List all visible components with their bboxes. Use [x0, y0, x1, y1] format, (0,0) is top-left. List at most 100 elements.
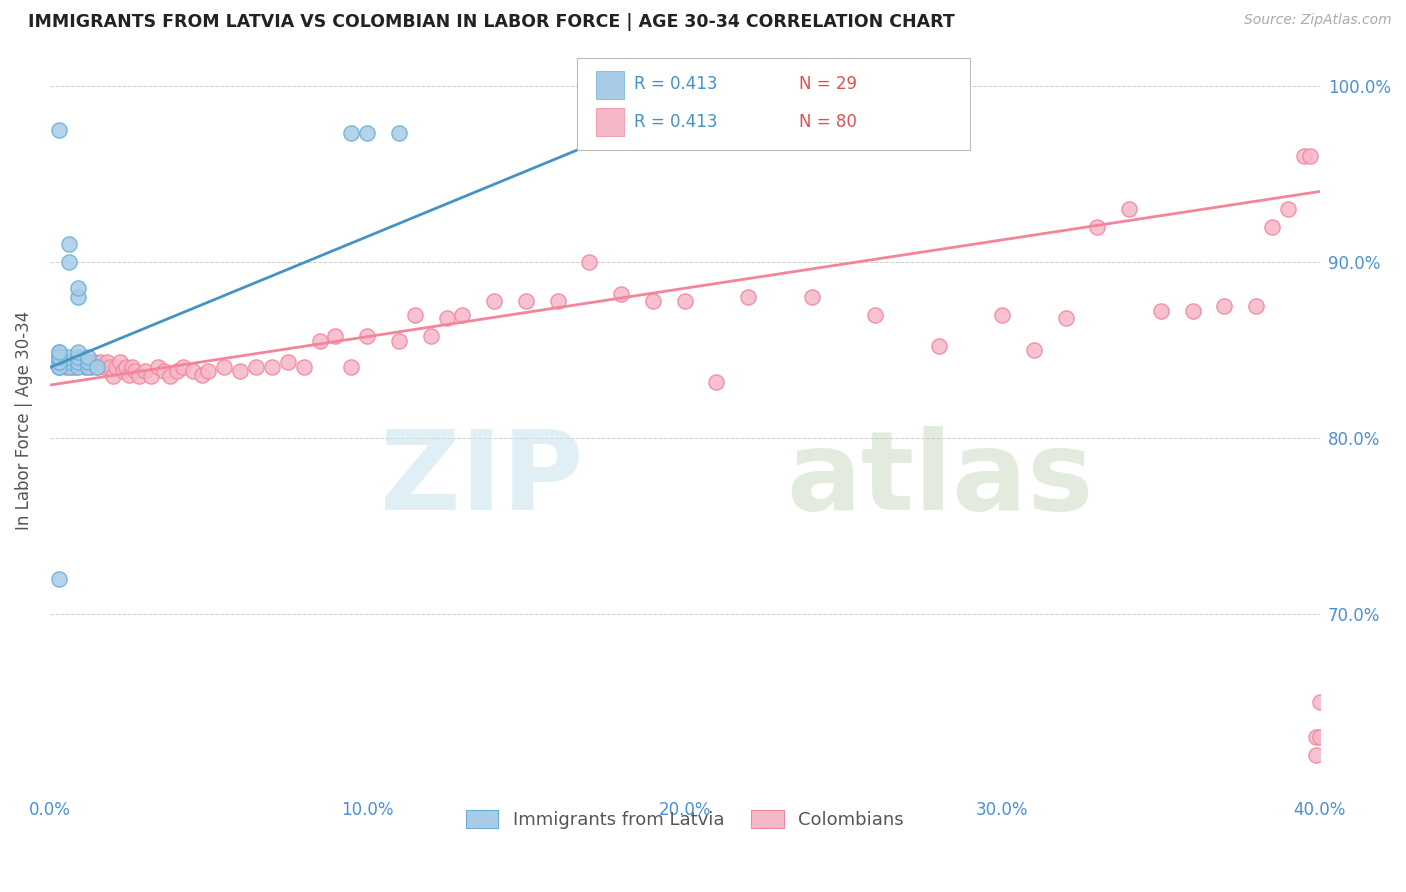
Point — [67, 290, 90, 304]
Point — [292, 360, 315, 375]
Point — [108, 355, 131, 369]
Text: ZIP: ZIP — [380, 426, 583, 533]
Point — [153, 364, 176, 378]
FancyBboxPatch shape — [596, 108, 624, 136]
Point — [115, 360, 138, 375]
Point — [67, 355, 90, 369]
Point — [48, 360, 70, 375]
Point — [991, 308, 1014, 322]
Point — [172, 360, 194, 375]
Point — [159, 369, 181, 384]
Point — [388, 334, 411, 348]
Point — [1305, 730, 1327, 744]
Point — [128, 369, 150, 384]
Point — [451, 308, 474, 322]
Point — [673, 293, 696, 308]
Point — [436, 311, 458, 326]
Point — [1277, 202, 1299, 216]
Point — [67, 360, 90, 375]
Point — [48, 123, 70, 137]
Point — [515, 293, 537, 308]
Point — [863, 308, 886, 322]
Text: N = 80: N = 80 — [799, 112, 856, 130]
Point — [1022, 343, 1045, 357]
Point — [277, 355, 299, 369]
Point — [146, 360, 169, 375]
Point — [48, 360, 70, 375]
Point — [67, 344, 90, 359]
Point — [214, 360, 236, 375]
Text: R = 0.413: R = 0.413 — [634, 112, 717, 130]
Point — [191, 368, 214, 382]
Point — [166, 364, 188, 378]
Point — [340, 360, 363, 375]
Point — [51, 355, 73, 369]
FancyBboxPatch shape — [576, 58, 970, 151]
Point — [325, 328, 347, 343]
Point — [1150, 304, 1173, 318]
Point — [67, 350, 90, 364]
Point — [111, 364, 134, 378]
Point — [610, 286, 633, 301]
Point — [86, 360, 108, 375]
Point — [98, 360, 121, 375]
Point — [55, 360, 77, 375]
FancyBboxPatch shape — [596, 70, 624, 99]
Point — [1309, 730, 1331, 744]
Point — [737, 290, 759, 304]
Point — [89, 355, 111, 369]
Point — [1305, 747, 1327, 762]
Point — [76, 350, 98, 364]
Point — [60, 360, 83, 375]
Point — [67, 355, 90, 369]
Point — [48, 350, 70, 364]
Point — [482, 293, 505, 308]
Point — [80, 360, 103, 375]
Point — [308, 334, 330, 348]
Point — [1213, 299, 1236, 313]
Point — [181, 364, 204, 378]
Point — [404, 308, 426, 322]
Point — [1118, 202, 1140, 216]
Point — [124, 364, 146, 378]
Text: IMMIGRANTS FROM LATVIA VS COLOMBIAN IN LABOR FORCE | AGE 30-34 CORRELATION CHART: IMMIGRANTS FROM LATVIA VS COLOMBIAN IN L… — [28, 13, 955, 31]
Point — [388, 127, 411, 141]
Point — [101, 369, 124, 384]
Point — [1309, 695, 1331, 709]
Point — [1054, 311, 1077, 326]
Text: atlas: atlas — [786, 426, 1094, 533]
Point — [48, 572, 70, 586]
Point — [1181, 304, 1204, 318]
Point — [800, 290, 823, 304]
Point — [419, 328, 441, 343]
Point — [1087, 219, 1109, 234]
Point — [48, 360, 70, 375]
Point — [105, 360, 128, 375]
Point — [70, 351, 93, 366]
Point — [58, 350, 80, 364]
Point — [48, 355, 70, 369]
Point — [58, 355, 80, 369]
Point — [118, 368, 141, 382]
Point — [86, 360, 108, 375]
Point — [547, 293, 569, 308]
Point — [197, 364, 219, 378]
Point — [58, 355, 80, 369]
Point — [93, 360, 115, 375]
Point — [76, 355, 98, 369]
Point — [121, 360, 143, 375]
Point — [48, 350, 70, 364]
Point — [578, 255, 600, 269]
Point — [58, 360, 80, 375]
Point — [141, 369, 163, 384]
Point — [641, 293, 664, 308]
Point — [134, 364, 156, 378]
Point — [63, 360, 86, 375]
Point — [1292, 149, 1315, 163]
Point — [260, 360, 283, 375]
Point — [229, 364, 252, 378]
Y-axis label: In Labor Force | Age 30-34: In Labor Force | Age 30-34 — [15, 310, 32, 530]
Point — [76, 360, 98, 375]
Point — [83, 355, 105, 369]
Text: N = 29: N = 29 — [799, 75, 858, 93]
